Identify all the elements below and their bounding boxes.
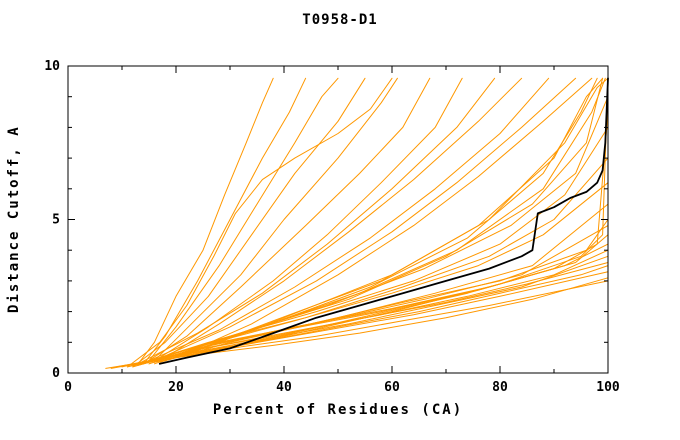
- model-curve: [126, 77, 393, 368]
- model-curve: [143, 77, 307, 365]
- model-curve: [186, 77, 609, 356]
- y-tick-label: 0: [52, 366, 60, 381]
- model-curve: [153, 111, 609, 363]
- model-curve: [164, 77, 598, 362]
- model-curve: [137, 243, 609, 366]
- model-curve: [153, 77, 577, 362]
- model-curve: [116, 271, 609, 368]
- model-curve: [105, 277, 609, 369]
- y-tick-label: 5: [52, 213, 60, 228]
- x-tick-label: 20: [168, 380, 184, 395]
- x-tick-label: 40: [276, 380, 292, 395]
- x-tick-label: 100: [596, 380, 620, 395]
- model-curve: [148, 96, 609, 365]
- model-curve: [164, 77, 523, 359]
- reference-curve: [158, 77, 609, 365]
- x-axis-label: Percent of Residues (CA): [212, 402, 464, 418]
- chart-title: T0958-D1: [302, 12, 378, 28]
- model-curve: [148, 77, 339, 362]
- model-curve: [137, 157, 609, 365]
- x-tick-label: 0: [64, 380, 72, 395]
- model-curve: [137, 77, 496, 365]
- model-curve: [143, 126, 609, 365]
- model-curve: [148, 77, 550, 362]
- model-curve: [175, 77, 593, 359]
- model-curve: [132, 77, 366, 368]
- model-curve: [143, 77, 431, 365]
- x-tick-label: 80: [492, 380, 508, 395]
- model-curve: [132, 182, 609, 366]
- x-tick-label: 60: [384, 380, 400, 395]
- model-curve: [175, 77, 609, 359]
- model-curve: [164, 203, 609, 362]
- y-tick-label: 10: [44, 59, 60, 74]
- model-curve: [153, 77, 398, 362]
- model-curve: [137, 77, 274, 365]
